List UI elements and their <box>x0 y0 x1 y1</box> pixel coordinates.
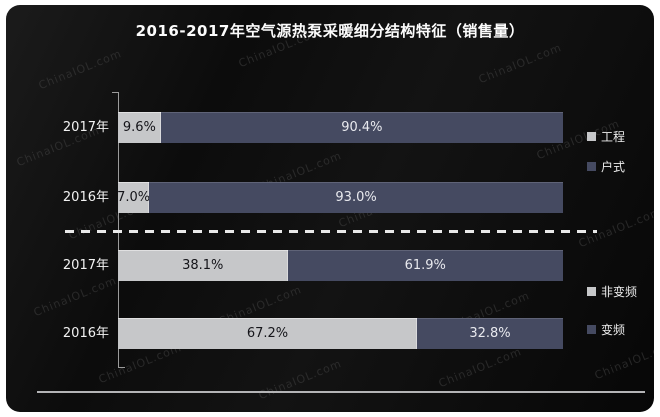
category-label: 2016年 <box>62 190 109 205</box>
bar-value-label: 93.0% <box>335 190 377 205</box>
legend-swatch <box>587 287 596 296</box>
bar-segment: 67.2% <box>118 318 418 349</box>
bar-segment: 61.9% <box>287 250 563 281</box>
bar-segment: 32.8% <box>417 318 563 349</box>
bar-value-label: 32.8% <box>469 326 511 341</box>
stacked-bar: 67.2% 32.8% <box>118 318 563 349</box>
watermark-text: ChinaIOL.com <box>256 356 344 403</box>
stacked-bar: 7.0% 93.0% <box>117 182 563 213</box>
axis-tick-bottom <box>118 367 125 368</box>
legend-swatch <box>587 162 596 171</box>
stacked-bar: 38.1% 61.9% <box>118 250 563 281</box>
legend-item: 非变频 <box>587 283 637 300</box>
bar-segment: 93.0% <box>149 182 563 213</box>
bar-row: 2017年 38.1% 61.9% <box>6 250 654 281</box>
legend-label: 工程 <box>601 130 626 144</box>
bar-segment: 9.6% <box>118 112 161 143</box>
bar-value-label: 7.0% <box>117 190 151 205</box>
legend-swatch <box>587 325 596 334</box>
legend-item: 工程 <box>587 128 625 145</box>
bar-segment: 90.4% <box>160 112 563 143</box>
bar-value-label: 9.6% <box>122 120 156 135</box>
bar-value-label: 90.4% <box>341 120 383 135</box>
bar-value-label: 38.1% <box>182 258 224 273</box>
legend-item: 变频 <box>587 321 625 338</box>
legend-label: 户式 <box>601 160 626 174</box>
legend-item: 户式 <box>587 158 625 175</box>
watermark-text: ChinaIOL.com <box>476 40 564 87</box>
chart-title: 2016-2017年空气源热泵采暖细分结构特征（销售量） <box>135 22 525 40</box>
category-label: 2016年 <box>62 326 109 341</box>
dashed-separator <box>65 230 597 233</box>
legend-swatch <box>587 132 596 141</box>
stacked-bar: 9.6% 90.4% <box>118 112 563 143</box>
watermark-text: ChinaIOL.com <box>36 46 124 93</box>
bar-row: 2016年 67.2% 32.8% <box>6 318 654 349</box>
bar-segment: 38.1% <box>118 250 288 281</box>
bar-row: 2016年 7.0% 93.0% <box>6 182 654 213</box>
bottom-axis-line <box>37 391 645 393</box>
category-label: 2017年 <box>62 120 109 135</box>
category-label: 2017年 <box>62 258 109 273</box>
axis-tick-top <box>112 92 119 93</box>
legend-label: 变频 <box>601 323 626 337</box>
bar-row: 2017年 9.6% 90.4% <box>6 112 654 143</box>
bar-value-label: 61.9% <box>404 258 446 273</box>
bar-value-label: 67.2% <box>246 326 289 341</box>
chart-panel: ChinaIOL.com ChinaIOL.com ChinaIOL.com Chin… <box>6 5 654 412</box>
legend-label: 非变频 <box>601 285 638 299</box>
watermark-text: ChinaIOL.com <box>436 344 524 391</box>
bar-segment: 7.0% <box>117 182 151 213</box>
